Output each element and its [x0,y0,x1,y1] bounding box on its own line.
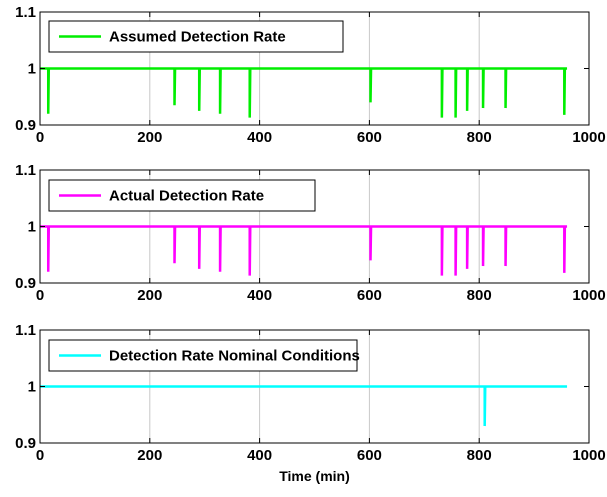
x-tick-label: 600 [357,447,382,464]
y-tick-label: 0.9 [15,435,36,452]
y-tick-label: 0.9 [15,275,36,292]
legend: Assumed Detection Rate [48,20,344,53]
legend-label: Actual Detection Rate [109,188,264,205]
x-tick-label: 600 [357,129,382,146]
x-tick-label: 200 [137,447,162,464]
subplot-3: 0 200 400 600 800 1000 0.9 1 1.1 Detection Rate N… [15,322,606,484]
x-tick-label: 800 [467,287,492,304]
x-tick-label: 800 [467,129,492,146]
y-tick-label: 1.1 [15,322,36,339]
x-tick-label: 1000 [572,129,605,146]
legend-box [48,20,344,53]
legend-label: Assumed Detection Rate [109,29,286,46]
x-tick-label: 0 [36,129,44,146]
x-tick-label: 600 [357,287,382,304]
series-line-1 [40,67,568,118]
series-line-1 [40,225,568,276]
series-line-1 [40,385,568,427]
x-tick-label: 400 [247,447,272,464]
y-tick-label: 1 [28,61,36,78]
y-tick-label: 0.9 [15,117,36,134]
y-tick-label: 1 [28,219,36,236]
x-tick-label: 200 [137,129,162,146]
x-tick-label: 400 [247,287,272,304]
x-axis-label: Time (min) [279,468,350,484]
x-tick-label: 800 [467,447,492,464]
subplot-2: 0 200 400 600 800 1000 0.9 1 1.1 Actual Detection… [15,162,606,304]
x-tick-label: 1000 [572,447,605,464]
y-tick-label: 1.1 [15,4,36,21]
x-tick-label: 0 [36,447,44,464]
y-tick-label: 1 [28,379,36,396]
subplot-1: 0 200 400 600 800 1000 0.9 1 1.1 Assumed Detectio… [15,4,606,146]
x-tick-label: 1000 [572,287,605,304]
x-tick-label: 0 [36,287,44,304]
legend: Actual Detection Rate [48,179,316,212]
legend: Detection Rate Nominal Conditions [48,339,360,372]
x-tick-label: 400 [247,129,272,146]
y-tick-label: 1.1 [15,162,36,179]
legend-label: Detection Rate Nominal Conditions [109,348,360,365]
x-tick-label: 200 [137,287,162,304]
